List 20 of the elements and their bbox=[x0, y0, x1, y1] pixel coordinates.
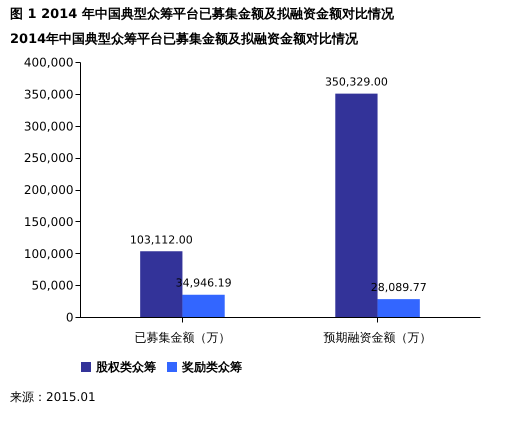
legend-label: 股权类众筹 bbox=[95, 360, 156, 374]
y-tick-label: 200,000 bbox=[24, 183, 74, 197]
y-tick-label: 100,000 bbox=[24, 246, 74, 261]
data-label: 103,112.00 bbox=[130, 233, 193, 246]
data-label: 350,329.00 bbox=[324, 76, 388, 89]
y-tick-label: 0 bbox=[66, 310, 74, 324]
y-tick-label: 350,000 bbox=[24, 87, 74, 102]
y-tick-label: 250,000 bbox=[24, 151, 74, 166]
y-tick-label: 400,000 bbox=[24, 56, 74, 70]
x-tick-label: 预期融资金额（万） bbox=[324, 330, 432, 344]
source-note: 来源：2015.01 bbox=[10, 390, 96, 404]
x-tick-label: 已募集金额（万） bbox=[134, 330, 230, 344]
chart-subtitle: 2014年中国典型众筹平台已募集金额及拟融资金额对比情况 bbox=[10, 31, 360, 47]
legend-label: 奖励类众筹 bbox=[181, 360, 242, 374]
y-tick-label: 50,000 bbox=[32, 278, 74, 293]
bar bbox=[182, 294, 225, 317]
y-tick-label: 150,000 bbox=[24, 214, 74, 229]
y-tick-label: 300,000 bbox=[24, 119, 74, 134]
bar bbox=[378, 299, 420, 317]
chart-title: 图 1 2014 年中国典型众筹平台已募集金额及拟融资金额对比情况 bbox=[10, 6, 395, 22]
